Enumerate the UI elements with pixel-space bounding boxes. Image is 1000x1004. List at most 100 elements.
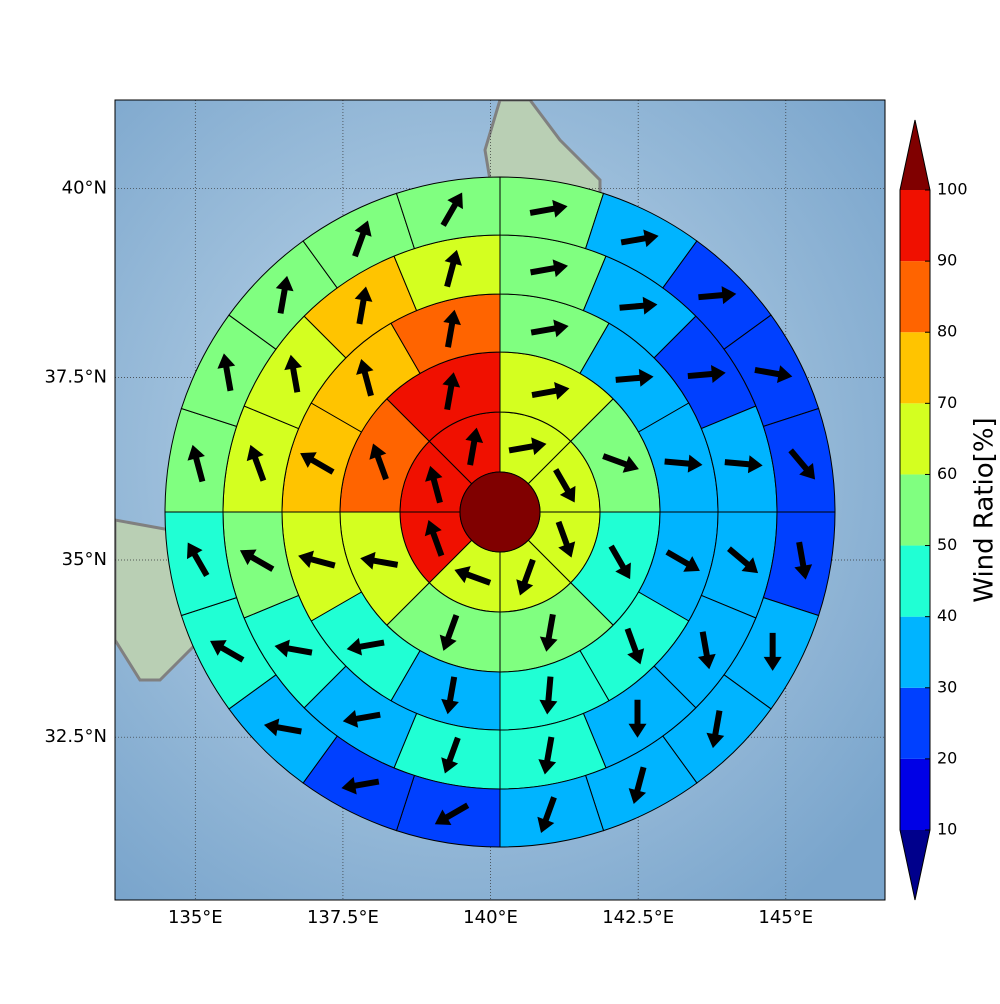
colorbar-tick-label: 10 [937, 820, 957, 839]
wind-arrow [369, 443, 389, 481]
wind-arrow [186, 542, 210, 577]
wind-arrow [187, 444, 206, 483]
wind-arrow [620, 229, 659, 248]
colorbar-band [900, 261, 930, 333]
colorbar-band [900, 474, 930, 546]
wind-arrow [664, 454, 703, 473]
wind-arrow [454, 566, 492, 586]
wind-arrow [794, 541, 813, 580]
wind-arrow [440, 192, 463, 227]
colorbar-band [900, 403, 930, 475]
wind-arrow [537, 796, 557, 834]
wind-arrow [284, 354, 303, 393]
y-tick-label: 35°N [62, 549, 107, 570]
wind-arrow [275, 275, 294, 314]
wind-arrow [441, 736, 461, 774]
colorbar-tick-label: 90 [937, 251, 957, 270]
colorbar-band [900, 332, 930, 404]
wind-arrow [665, 549, 700, 572]
map-frame [114, 99, 886, 901]
wind-arrow [439, 614, 460, 651]
wind-arrow [441, 676, 459, 715]
x-tick-label: 135°E [168, 907, 223, 928]
colorbar-band [900, 616, 930, 688]
wind-arrow [628, 766, 647, 804]
colorbar-tick-label: 40 [937, 606, 957, 625]
wind-arrow [425, 465, 443, 504]
wind-arrow [465, 427, 484, 466]
colorbar-tick-label: 20 [937, 748, 957, 767]
colorbar-tick-label: 60 [937, 464, 957, 483]
wind-arrow [555, 520, 576, 558]
wind-arrow [602, 453, 639, 473]
wind-arrow [274, 639, 313, 658]
wind-arrow [553, 468, 576, 503]
wind-arrow [530, 259, 568, 278]
colorbar: 10 20 30 40 50 60 70 80 90 100 [899, 119, 968, 901]
wind-arrow [615, 368, 654, 387]
wind-arrow [531, 381, 570, 400]
wind-arrow [434, 802, 470, 826]
wind-arrow [624, 627, 645, 665]
wind-arrow [516, 558, 536, 596]
y-tick-label: 40°N [62, 177, 107, 198]
colorbar-under [900, 830, 930, 900]
wind-arrow [341, 776, 380, 795]
wind-arrow [724, 455, 763, 474]
center-disk [459, 471, 541, 553]
wind-arrow [763, 632, 782, 671]
wind-arrow [346, 637, 385, 656]
colorbar-tick-label: 100 [937, 180, 968, 199]
wind-arrow [628, 699, 647, 738]
wind-arrow [608, 544, 631, 580]
wind-arrow [239, 549, 275, 572]
wind-arrow [754, 365, 793, 383]
wind-arrow [539, 613, 558, 652]
wind-arrow [300, 452, 335, 475]
wind-arrow [354, 286, 373, 325]
sectors [164, 176, 836, 848]
wind-arrow [298, 550, 336, 569]
colorbar-tick-label: 80 [937, 322, 957, 341]
x-tick-label: 145°E [758, 907, 813, 928]
wind-arrow [508, 437, 547, 456]
colorbar-band [900, 190, 930, 262]
y-tick-label: 32.5°N [44, 726, 107, 747]
wind-arrow [697, 631, 716, 670]
x-tick-label: 142.5°E [602, 907, 674, 928]
colorbar-tick-label: 30 [937, 677, 957, 696]
wind-arrow [246, 444, 267, 482]
wind-arrow [442, 372, 461, 411]
wind-arrow [444, 249, 462, 288]
wind-arrow [210, 640, 245, 663]
wind-arrow [698, 286, 737, 305]
colorbar-band [900, 687, 930, 759]
wind-arrow [539, 676, 558, 715]
wind-arrow [217, 353, 236, 392]
colorbar-band [900, 545, 930, 617]
wind-arrow [443, 309, 461, 348]
wind-arrow [342, 709, 381, 728]
colorbar-tick-label: 70 [937, 393, 957, 412]
y-tick-label: 37.5°N [44, 366, 107, 387]
wind-arrow [619, 296, 658, 315]
wind-arrow [360, 551, 399, 570]
wind-arrow [788, 448, 816, 480]
arrows [186, 192, 816, 834]
wind-arrow [529, 199, 568, 218]
wind-arrow [263, 718, 302, 737]
wind-arrow [530, 319, 569, 338]
wind-arrow [706, 710, 725, 749]
colorbar-over [900, 120, 930, 190]
wind-arrow [356, 359, 374, 397]
axes: 135°E 137.5°E 140°E 142.5°E 145°E 32.5°N 35°N 3… [44, 177, 813, 928]
colorbar-label: Wind Ratio[%] [970, 417, 1000, 602]
wind-arrow [687, 365, 726, 383]
x-tick-label: 140°E [463, 907, 518, 928]
wind-arrow [727, 546, 759, 574]
colorbar-band [900, 758, 930, 830]
wind-arrow [352, 220, 372, 258]
wind-arrow [538, 736, 557, 775]
x-tick-label: 137.5°E [307, 907, 379, 928]
